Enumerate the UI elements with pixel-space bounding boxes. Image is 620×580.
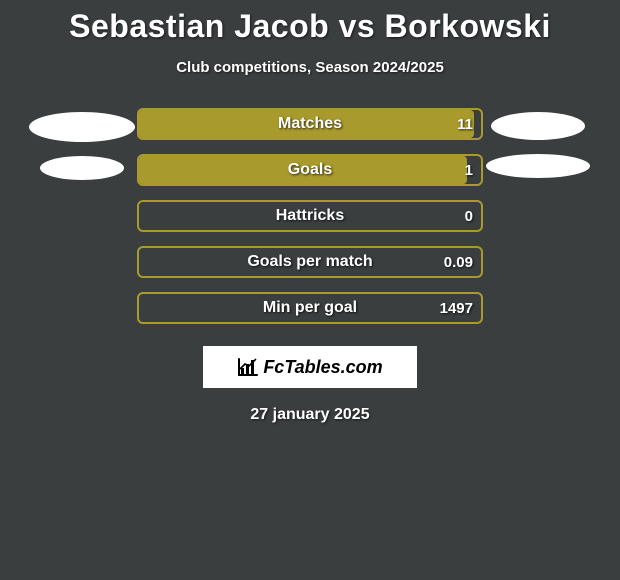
bar-fill	[139, 156, 467, 184]
subtitle: Club competitions, Season 2024/2025	[176, 59, 444, 76]
stat-bar-goals: Goals1	[137, 154, 483, 186]
right-player-marks	[483, 108, 593, 178]
chart-icon	[237, 357, 259, 377]
fctables-logo[interactable]: FcTables.com	[203, 346, 417, 388]
stat-bar-goals-per-match: Goals per match0.09	[137, 246, 483, 278]
date-text: 27 january 2025	[250, 406, 369, 424]
stat-bars: Matches11 Goals1 Hattricks0 Goals per match…	[137, 108, 483, 324]
right-ellipse-0	[491, 112, 585, 140]
page-title: Sebastian Jacob vs Borkowski	[69, 8, 551, 45]
right-ellipse-1	[486, 154, 590, 178]
bar-outline	[137, 200, 483, 232]
bar-outline	[137, 292, 483, 324]
bar-outline	[137, 246, 483, 278]
comparison-chart: Matches11 Goals1 Hattricks0 Goals per match…	[0, 108, 620, 324]
logo-text: FcTables.com	[263, 357, 382, 378]
left-ellipse-0	[29, 112, 135, 142]
stat-bar-min-per-goal: Min per goal1497	[137, 292, 483, 324]
left-player-marks	[27, 108, 137, 180]
stat-bar-matches: Matches11	[137, 108, 483, 140]
left-ellipse-1	[40, 156, 124, 180]
bar-fill	[139, 110, 474, 138]
stat-bar-hattricks: Hattricks0	[137, 200, 483, 232]
